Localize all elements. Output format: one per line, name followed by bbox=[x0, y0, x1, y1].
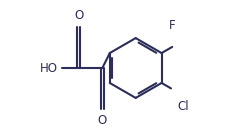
Text: O: O bbox=[98, 114, 107, 127]
Text: Cl: Cl bbox=[177, 100, 189, 113]
Text: O: O bbox=[74, 9, 83, 22]
Text: HO: HO bbox=[39, 61, 58, 75]
Text: F: F bbox=[169, 19, 176, 32]
